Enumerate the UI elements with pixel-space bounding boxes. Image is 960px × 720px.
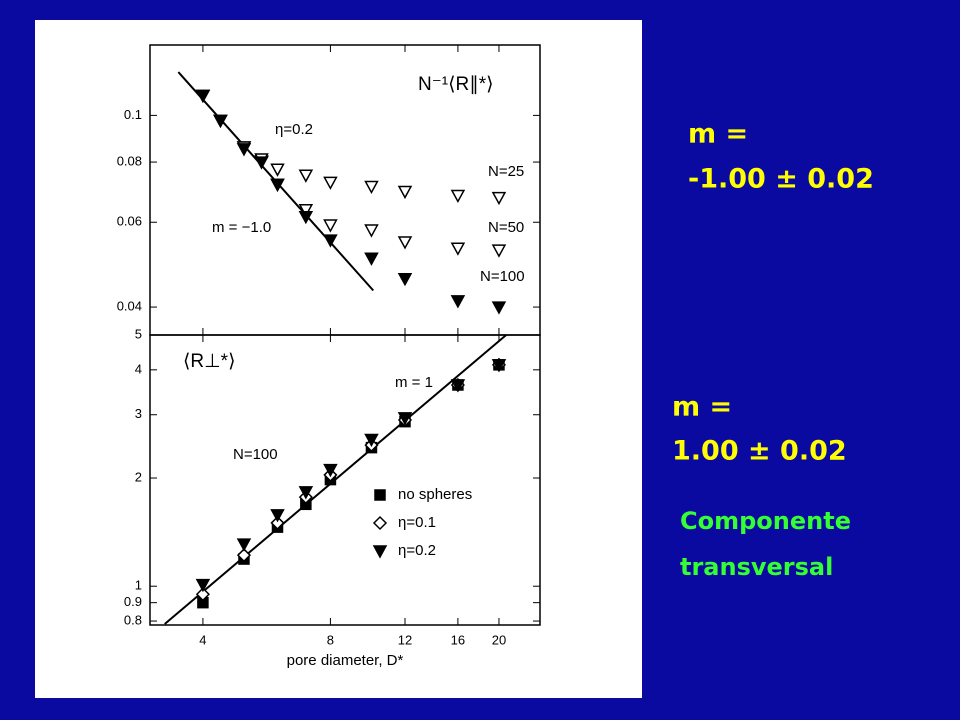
marker (364, 252, 379, 266)
marker (195, 578, 211, 593)
annotation: N=100 (233, 446, 278, 463)
y-tick-label: 5 (135, 326, 142, 341)
marker (195, 89, 211, 104)
y-tick-label: 0.8 (124, 612, 142, 627)
note: Componente (680, 507, 851, 535)
marker (270, 509, 285, 523)
x-axis-label: pore diameter, D* (287, 652, 404, 669)
x-tick-label: 20 (492, 632, 506, 647)
y-tick-label: 0.04 (117, 299, 142, 314)
marker (397, 272, 413, 287)
marker (364, 433, 379, 448)
marker (323, 176, 338, 190)
marker (323, 219, 338, 233)
marker (213, 114, 228, 129)
marker (397, 412, 413, 426)
legend-marker (372, 515, 388, 531)
marker (450, 295, 466, 309)
marker (323, 463, 338, 478)
annotation: m = 1 (395, 374, 433, 391)
note: transversal (680, 553, 833, 581)
panel-title: ⟨R⊥*⟩ (183, 351, 236, 372)
marker (298, 169, 314, 183)
figure-background (35, 20, 642, 698)
marker (298, 203, 314, 218)
panel-title: N⁻¹⟨R∥*⟩ (418, 74, 494, 95)
marker (364, 224, 379, 238)
series-label: N=25 (488, 163, 524, 180)
y-tick-label: 0.9 (124, 594, 142, 609)
y-tick-label: 3 (135, 406, 142, 421)
marker (195, 587, 210, 602)
marker (298, 486, 314, 500)
marker (491, 191, 507, 206)
marker (254, 156, 269, 170)
marker (236, 143, 252, 157)
legend-label: no spheres (398, 486, 472, 503)
legend-label: η=0.1 (398, 514, 436, 531)
marker (397, 236, 413, 250)
marker (270, 163, 285, 177)
marker (270, 178, 285, 192)
marker (236, 538, 252, 552)
y-tick-label: 4 (135, 361, 142, 376)
marker (491, 359, 507, 373)
plot-frame (149, 334, 541, 626)
y-tick-label: 0.08 (117, 154, 142, 169)
annotation: η=0.2 (275, 121, 313, 138)
x-tick-label: 12 (398, 632, 412, 647)
marker (323, 234, 338, 248)
marker (450, 379, 466, 393)
y-tick-label: 0.1 (124, 107, 142, 122)
marker (491, 301, 507, 315)
legend-marker (374, 489, 386, 501)
series-label: N=100 (480, 268, 525, 285)
figure: 0.1 0.08 0.06 0.04 N⁻¹⟨R∥*⟩ η=0.2 m = −1.0 N=25… (117, 44, 541, 669)
x-tick-label: 8 (327, 632, 334, 647)
y-tick-label: 1 (135, 578, 142, 593)
fit-value: -1.00 ± 0.02 (688, 164, 874, 195)
series-label: N=50 (488, 219, 524, 236)
fit-label: m = (688, 119, 748, 150)
fit-value: 1.00 ± 0.02 (672, 436, 847, 467)
marker (450, 242, 466, 256)
marker (450, 189, 466, 204)
marker (364, 180, 379, 195)
annotation: m = −1.0 (212, 219, 271, 236)
marker (491, 244, 507, 258)
legend-marker (372, 545, 388, 559)
x-tick-label: 4 (199, 632, 206, 647)
marker (397, 185, 413, 200)
marker (270, 515, 285, 530)
legend-label: η=0.2 (398, 542, 436, 559)
y-tick-label: 2 (135, 469, 142, 484)
fit-label: m = (672, 392, 732, 423)
x-tick-label: 16 (451, 632, 465, 647)
marker (298, 210, 314, 225)
y-tick-label: 0.06 (117, 214, 142, 229)
marker (236, 548, 252, 563)
